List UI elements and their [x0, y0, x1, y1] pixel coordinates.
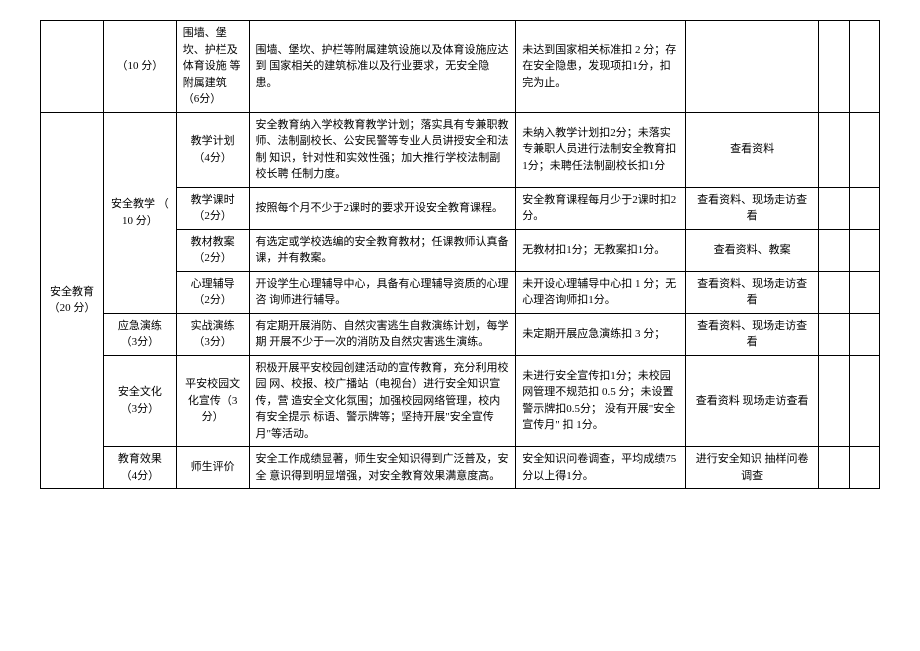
table-row: （10 分） 围墙、堡坎、护栏及体育设施 等附属建筑 （6分） 围墙、堡坎、护栏…	[41, 21, 880, 113]
cell-item: 师生评价	[176, 447, 249, 489]
table-row: 安全文化（3分） 平安校园文化宣传（3分） 积极开展平安校园创建活动的宣传教育，…	[41, 355, 880, 447]
cell-deduct: 未达到国家相关标准扣 2 分；存在安全隐患，发现项扣1分，扣完为止。	[516, 21, 686, 113]
cell-extra2	[849, 355, 879, 447]
cell-extra1	[819, 21, 849, 113]
cell-method: 查看资料、现场走访查看	[685, 313, 818, 355]
cell-extra1	[819, 271, 849, 313]
cell-deduct: 未定期开展应急演练扣 3 分；	[516, 313, 686, 355]
cell-method: 查看资料、教案	[685, 229, 818, 271]
cell-method: 查看资料	[685, 112, 818, 187]
cell-deduct: 未进行安全宣传扣1分；未校园网管理不规范扣 0.5 分；未设置警示牌扣0.5分；…	[516, 355, 686, 447]
cell-cat2: 教育效果（4分）	[104, 447, 177, 489]
cell-extra2	[849, 112, 879, 187]
cell-cat2: 安全文化（3分）	[104, 355, 177, 447]
cell-extra1	[819, 447, 849, 489]
cell-item: 平安校园文化宣传（3分）	[176, 355, 249, 447]
cell-desc: 有定期开展消防、自然灾害逃生自救演练计划，每学期 开展不少于一次的消防及自然灾害…	[249, 313, 516, 355]
cell-extra1	[819, 112, 849, 187]
cell-extra2	[849, 187, 879, 229]
cell-extra2	[849, 447, 879, 489]
cell-extra2	[849, 21, 879, 113]
cell-item: 教材教案（2分）	[176, 229, 249, 271]
cell-extra1	[819, 229, 849, 271]
cell-extra1	[819, 187, 849, 229]
cell-cat1: 安全教育（20 分）	[41, 112, 104, 489]
cell-method: 查看资料 现场走访查看	[685, 355, 818, 447]
cell-deduct: 未开设心理辅导中心扣 1 分；无心理咨询师扣1分。	[516, 271, 686, 313]
cell-desc: 有选定或学校选编的安全教育教材；任课教师认真备课，并有教案。	[249, 229, 516, 271]
cell-item: 教学课时（2分）	[176, 187, 249, 229]
table-row: 教育效果（4分） 师生评价 安全工作成绩显著，师生安全知识得到广泛普及，安全 意…	[41, 447, 880, 489]
cell-desc: 积极开展平安校园创建活动的宣传教育，充分利用校园 网、校报、校广播站（电视台）进…	[249, 355, 516, 447]
cell-method	[685, 21, 818, 113]
cell-extra2	[849, 229, 879, 271]
cell-desc: 按照每个月不少于2课时的要求开设安全教育课程。	[249, 187, 516, 229]
cell-cat2: （10 分）	[104, 21, 177, 113]
cell-deduct: 安全知识问卷调查，平均成绩75分以上得1分。	[516, 447, 686, 489]
cell-cat2: 安全教学 （ 10 分）	[104, 112, 177, 313]
cell-cat2: 应急演练（3分）	[104, 313, 177, 355]
cell-item: 围墙、堡坎、护栏及体育设施 等附属建筑 （6分）	[176, 21, 249, 113]
cell-extra1	[819, 313, 849, 355]
cell-desc: 安全工作成绩显著，师生安全知识得到广泛普及，安全 意识得到明显增强，对安全教育效…	[249, 447, 516, 489]
cell-item: 教学计划（4分）	[176, 112, 249, 187]
cell-desc: 开设学生心理辅导中心，具备有心理辅导资质的心理咨 询师进行辅导。	[249, 271, 516, 313]
cell-extra2	[849, 313, 879, 355]
cell-extra1	[819, 355, 849, 447]
cell-extra2	[849, 271, 879, 313]
table-row: 应急演练（3分） 实战演练（3分） 有定期开展消防、自然灾害逃生自救演练计划，每…	[41, 313, 880, 355]
cell-item: 心理辅导（2分）	[176, 271, 249, 313]
cell-deduct: 无教材扣1分；无教案扣1分。	[516, 229, 686, 271]
cell-method: 查看资料、现场走访查看	[685, 187, 818, 229]
cell-item: 实战演练（3分）	[176, 313, 249, 355]
table-row: 安全教育（20 分） 安全教学 （ 10 分） 教学计划（4分） 安全教育纳入学…	[41, 112, 880, 187]
cell-method: 查看资料、现场走访查看	[685, 271, 818, 313]
cell-method: 进行安全知识 抽样问卷调查	[685, 447, 818, 489]
cell-cat1	[41, 21, 104, 113]
cell-desc: 安全教育纳入学校教育教学计划；落实具有专兼职教师、法制副校长、公安民警等专业人员…	[249, 112, 516, 187]
cell-desc: 围墙、堡坎、护栏等附属建筑设施以及体育设施应达到 国家相关的建筑标准以及行业要求…	[249, 21, 516, 113]
cell-deduct: 安全教育课程每月少于2课时扣2分。	[516, 187, 686, 229]
evaluation-table: （10 分） 围墙、堡坎、护栏及体育设施 等附属建筑 （6分） 围墙、堡坎、护栏…	[40, 20, 880, 489]
cell-deduct: 未纳入教学计划扣2分；未落实专兼职人员进行法制安全教育扣1分；未聘任法制副校长扣…	[516, 112, 686, 187]
